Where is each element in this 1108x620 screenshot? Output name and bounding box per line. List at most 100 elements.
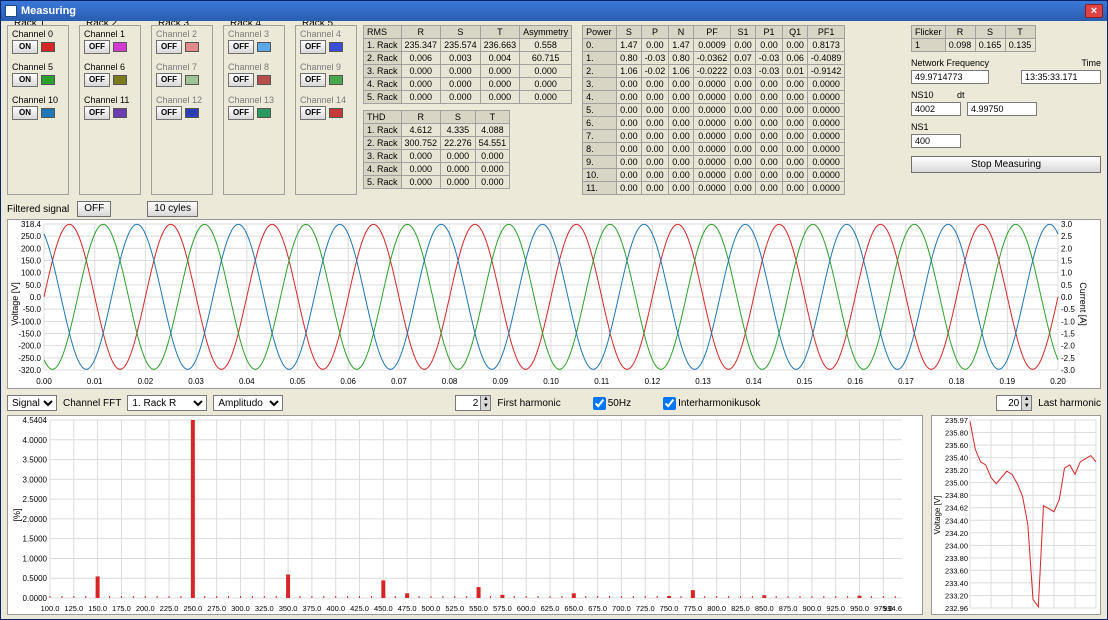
channel-toggle[interactable]: OFF xyxy=(228,40,254,54)
channel-color-swatch[interactable] xyxy=(257,75,271,85)
svg-text:0.11: 0.11 xyxy=(594,377,610,386)
hz50-check[interactable]: 50Hz xyxy=(593,397,631,410)
svg-text:0.05: 0.05 xyxy=(290,377,306,386)
svg-text:475.0: 475.0 xyxy=(398,604,417,613)
power-table: PowerSPNPFS1P1Q1PF10.1.470.001.470.00090… xyxy=(582,25,845,195)
waveform-chart[interactable]: 318.4250.0200.0150.0100.050.00.0-50.0-10… xyxy=(7,219,1101,389)
svg-text:175.0: 175.0 xyxy=(112,604,131,613)
channel-toggle[interactable]: OFF xyxy=(228,73,254,87)
racks: Channel 0ONChannel 5ONChannel 10ONChanne… xyxy=(7,25,357,195)
channel-color-swatch[interactable] xyxy=(113,42,127,52)
channel-toggle[interactable]: OFF xyxy=(300,40,326,54)
channel-toggle[interactable]: OFF xyxy=(84,40,110,54)
channel: Channel 3OFF xyxy=(228,29,280,54)
voltage-chart[interactable]: 235.97235.80235.60235.40235.20235.00234.… xyxy=(931,415,1101,615)
channel-color-swatch[interactable] xyxy=(113,108,127,118)
titlebar[interactable]: Measuring × xyxy=(1,1,1107,21)
time-label: Time xyxy=(1081,58,1101,68)
svg-text:625.0: 625.0 xyxy=(541,604,560,613)
channel-color-swatch[interactable] xyxy=(257,42,271,52)
svg-text:375.0: 375.0 xyxy=(303,604,322,613)
svg-text:750.0: 750.0 xyxy=(660,604,679,613)
svg-text:3.0000: 3.0000 xyxy=(23,475,48,484)
svg-text:-3.0: -3.0 xyxy=(1061,366,1075,375)
channel-label: Channel 9 xyxy=(300,62,352,72)
svg-text:400.0: 400.0 xyxy=(326,604,345,613)
svg-text:994.6: 994.6 xyxy=(883,604,902,613)
first-harmonic-label: First harmonic xyxy=(497,398,560,409)
cycles-button[interactable]: 10 cyles xyxy=(147,201,198,217)
last-harmonic-spin[interactable]: ▲▼ xyxy=(996,395,1032,411)
fft-chart[interactable]: 4.54044.00003.50003.00002.50002.00001.50… xyxy=(7,415,923,615)
svg-text:-2.0: -2.0 xyxy=(1061,342,1075,351)
ns10-field[interactable] xyxy=(911,102,961,116)
svg-text:0.09: 0.09 xyxy=(493,377,509,386)
channel-color-swatch[interactable] xyxy=(41,75,55,85)
svg-text:50.0: 50.0 xyxy=(25,281,41,290)
channel-color-swatch[interactable] xyxy=(185,75,199,85)
channel: Channel 1OFF xyxy=(84,29,136,54)
svg-text:1.5000: 1.5000 xyxy=(23,535,48,544)
first-harmonic-spin[interactable]: ▲▼ xyxy=(455,395,491,411)
channel-toggle[interactable]: OFF xyxy=(84,73,110,87)
channel-label: Channel 6 xyxy=(84,62,136,72)
channel-toggle[interactable]: OFF xyxy=(300,106,326,120)
svg-text:500.0: 500.0 xyxy=(422,604,441,613)
channel: Channel 2OFF xyxy=(156,29,208,54)
channel-color-swatch[interactable] xyxy=(41,108,55,118)
channel-color-swatch[interactable] xyxy=(329,108,343,118)
stop-measuring-button[interactable]: Stop Measuring xyxy=(911,156,1101,173)
ns1-field[interactable] xyxy=(911,134,961,148)
dt-field[interactable] xyxy=(967,102,1037,116)
svg-text:0.13: 0.13 xyxy=(695,377,711,386)
filtered-off-button[interactable]: OFF xyxy=(77,201,111,217)
channel-toggle[interactable]: OFF xyxy=(300,73,326,87)
channel: Channel 9OFF xyxy=(300,62,352,87)
channel-toggle[interactable]: ON xyxy=(12,106,38,120)
inter-check[interactable]: Interharmonikusok xyxy=(663,397,760,410)
channel-color-swatch[interactable] xyxy=(185,108,199,118)
channel-toggle[interactable]: OFF xyxy=(156,73,182,87)
channel-color-swatch[interactable] xyxy=(41,42,55,52)
nf-field[interactable] xyxy=(911,70,989,84)
svg-text:234.40: 234.40 xyxy=(945,516,968,525)
svg-text:235.20: 235.20 xyxy=(945,466,968,475)
time-field[interactable] xyxy=(1021,70,1101,84)
svg-text:700.0: 700.0 xyxy=(612,604,631,613)
mode-combo[interactable]: Amplitudo xyxy=(213,395,283,411)
svg-text:675.0: 675.0 xyxy=(588,604,607,613)
channel-color-swatch[interactable] xyxy=(257,108,271,118)
svg-text:-2.5: -2.5 xyxy=(1061,354,1075,363)
channel-color-swatch[interactable] xyxy=(329,75,343,85)
channel-toggle[interactable]: OFF xyxy=(156,40,182,54)
thd-table: THDRST1. Rack4.6124.3354.0882. Rack300.7… xyxy=(363,110,510,189)
channel-toggle[interactable]: OFF xyxy=(84,106,110,120)
channel-toggle[interactable]: ON xyxy=(12,73,38,87)
channel-toggle[interactable]: OFF xyxy=(156,106,182,120)
right-panel: FlickerRST10.0980.1650.135 Network Frequ… xyxy=(911,25,1101,195)
svg-text:825.0: 825.0 xyxy=(731,604,750,613)
svg-text:250.0: 250.0 xyxy=(21,232,42,241)
svg-text:232.96: 232.96 xyxy=(945,604,968,613)
svg-text:4.0000: 4.0000 xyxy=(23,436,48,445)
channel-color-swatch[interactable] xyxy=(185,42,199,52)
channel-toggle[interactable]: OFF xyxy=(228,106,254,120)
channel-label: Channel 2 xyxy=(156,29,208,39)
filtered-label: Filtered signal xyxy=(7,204,69,215)
svg-text:233.20: 233.20 xyxy=(945,591,968,600)
close-icon[interactable]: × xyxy=(1085,4,1103,18)
svg-text:2.0: 2.0 xyxy=(1061,244,1073,253)
svg-text:0.0000: 0.0000 xyxy=(23,594,48,603)
svg-text:0.03: 0.03 xyxy=(188,377,204,386)
signal-combo[interactable]: Signal xyxy=(7,395,57,411)
chfft-combo[interactable]: 1. Rack R xyxy=(127,395,207,411)
svg-text:525.0: 525.0 xyxy=(445,604,464,613)
svg-text:0.0: 0.0 xyxy=(30,293,42,302)
channel-label: Channel 8 xyxy=(228,62,280,72)
svg-text:2.0000: 2.0000 xyxy=(23,515,48,524)
channel-label: Channel 5 xyxy=(12,62,64,72)
channel-color-swatch[interactable] xyxy=(329,42,343,52)
channel-toggle[interactable]: ON xyxy=(12,40,38,54)
flicker-table: FlickerRST10.0980.1650.135 xyxy=(911,25,1036,52)
channel-color-swatch[interactable] xyxy=(113,75,127,85)
